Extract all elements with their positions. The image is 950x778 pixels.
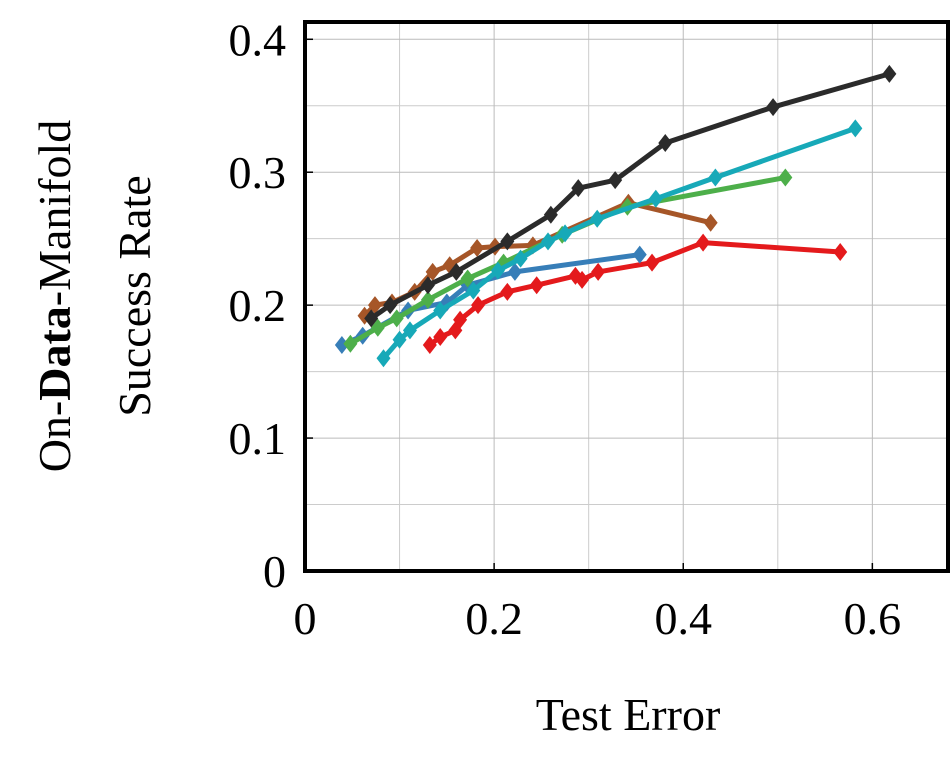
- data-point: [541, 232, 556, 251]
- data-point: [433, 301, 448, 320]
- x-tick-label: 0: [294, 593, 317, 644]
- x-axis-label: Test Error: [536, 689, 721, 740]
- y-tick-label: 0.2: [229, 280, 287, 331]
- marks: [334, 64, 897, 368]
- data-point: [645, 253, 660, 272]
- data-point: [658, 133, 673, 152]
- y-label-part: Data: [29, 306, 80, 401]
- data-point: [766, 98, 781, 117]
- y-axis-label: On-Data-Manifold: [29, 120, 80, 473]
- series-line: [349, 175, 786, 346]
- data-point: [591, 262, 606, 281]
- data-point: [383, 296, 398, 315]
- data-point: [882, 64, 897, 83]
- data-point: [543, 205, 558, 224]
- data-point: [590, 209, 605, 228]
- data-point: [471, 296, 486, 315]
- data-point: [632, 245, 647, 264]
- data-point: [648, 189, 663, 208]
- y-label-part: On-: [29, 401, 80, 473]
- data-point: [703, 213, 718, 232]
- data-point: [470, 238, 485, 257]
- data-point: [571, 179, 586, 198]
- data-point: [376, 349, 391, 368]
- data-point: [364, 309, 379, 328]
- y-tick-label: 0.1: [229, 413, 287, 464]
- data-point: [833, 242, 848, 261]
- data-point: [529, 276, 544, 295]
- x-tick-label: 0.6: [844, 593, 902, 644]
- data-point: [460, 269, 475, 288]
- data-point: [490, 261, 505, 280]
- data-point: [848, 119, 863, 138]
- data-point: [453, 310, 468, 329]
- y-label-part: -Manifold: [29, 120, 80, 307]
- data-point: [422, 336, 437, 355]
- y-tick-label: 0.3: [229, 147, 287, 198]
- data-point: [334, 336, 349, 355]
- series-line: [428, 240, 841, 348]
- x-tick-label: 0.4: [654, 593, 712, 644]
- data-point: [367, 296, 382, 315]
- data-point: [433, 328, 448, 347]
- y-axis-label: Success Rate: [109, 175, 160, 416]
- plot-frame: [303, 20, 950, 573]
- data-point: [343, 334, 358, 353]
- data-point: [420, 290, 435, 309]
- data-point: [389, 309, 404, 328]
- data-point: [608, 171, 623, 190]
- y-tick-label: 0.4: [229, 14, 287, 65]
- data-point: [449, 262, 464, 281]
- data-point: [420, 276, 435, 295]
- data-point: [575, 270, 590, 289]
- data-point: [778, 168, 793, 187]
- data-point: [466, 281, 481, 300]
- series-line: [369, 71, 891, 321]
- data-point: [500, 232, 515, 251]
- data-point: [507, 262, 522, 281]
- data-point: [425, 262, 440, 281]
- data-point: [392, 330, 407, 349]
- data-point: [558, 224, 573, 243]
- data-point: [500, 282, 515, 301]
- x-tick-label: 0.2: [465, 593, 523, 644]
- data-point: [696, 233, 711, 252]
- data-point: [402, 321, 417, 340]
- y-tick-label: 0: [263, 546, 286, 597]
- data-point: [513, 249, 528, 268]
- data-point: [708, 168, 723, 187]
